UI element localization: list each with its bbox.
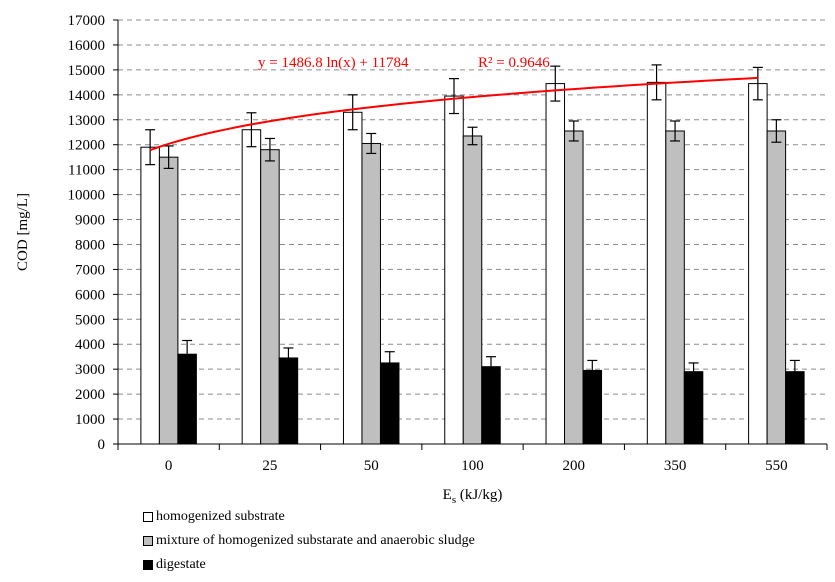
legend-item-mixture: mixture of homogenized substarate and an… xyxy=(143,529,475,553)
x-tick-label: 350 xyxy=(664,458,687,474)
trendline-group xyxy=(149,76,758,152)
y-axis-title: COD [mg/L] xyxy=(15,193,31,271)
bar xyxy=(646,81,667,445)
bar xyxy=(260,149,280,445)
trendline xyxy=(149,76,758,152)
bar xyxy=(158,156,179,445)
bar xyxy=(748,83,768,445)
trendline-r2: R² = 0.9646 xyxy=(478,55,550,71)
error-bars xyxy=(145,64,800,384)
y-tick-label: 17000 xyxy=(68,13,106,29)
y-tick-label: 15000 xyxy=(68,63,106,79)
legend-item-homogenized-substrate: homogenized substrate xyxy=(143,505,475,529)
y-tick-label: 9000 xyxy=(75,213,105,229)
bar xyxy=(379,362,400,445)
x-tick-label: 550 xyxy=(765,458,788,474)
bar xyxy=(462,135,483,445)
y-tick-label: 10000 xyxy=(68,188,106,204)
y-tick-label: 13000 xyxy=(68,113,106,129)
legend: homogenized substrate mixture of homogen… xyxy=(143,505,475,577)
x-tick-label: 100 xyxy=(461,458,484,474)
x-tick-label: 50 xyxy=(364,458,379,474)
x-axis-title: Es (kJ/kg) xyxy=(443,487,503,506)
y-tick-label: 11000 xyxy=(68,163,105,179)
bars xyxy=(140,81,805,445)
y-tick-label: 8000 xyxy=(75,237,105,253)
y-tick-label: 5000 xyxy=(75,312,105,328)
x-tick-label: 0 xyxy=(165,458,173,474)
bar xyxy=(564,130,584,445)
y-tick-label: 0 xyxy=(98,437,106,453)
bar xyxy=(342,111,363,445)
y-tick-label: 6000 xyxy=(75,287,105,303)
legend-label-digestate: digestate xyxy=(156,557,206,572)
bar xyxy=(278,357,299,445)
bar xyxy=(140,146,160,445)
labels: 0100020003000400050006000700080009000100… xyxy=(15,13,788,506)
bar xyxy=(665,130,685,445)
y-tick-label: 14000 xyxy=(68,88,106,104)
y-tick-label: 16000 xyxy=(68,38,106,54)
legend-label-mixture: mixture of homogenized substarate and an… xyxy=(156,533,475,548)
bar xyxy=(361,142,381,445)
legend-item-digestate: digestate xyxy=(143,553,475,577)
y-tick-label: 1000 xyxy=(75,412,105,428)
bar xyxy=(481,366,501,445)
x-tick-label: 200 xyxy=(563,458,586,474)
y-tick-label: 12000 xyxy=(68,138,106,154)
legend-label-homogenized-substrate: homogenized substrate xyxy=(156,509,285,524)
bar xyxy=(766,130,787,445)
y-tick-label: 7000 xyxy=(75,262,105,278)
y-tick-label: 4000 xyxy=(75,337,105,353)
bar xyxy=(582,369,603,445)
legend-swatch-mixture xyxy=(143,536,153,546)
legend-swatch-homogenized-substrate xyxy=(143,512,153,522)
bar xyxy=(241,129,262,445)
trendline-equation: y = 1486.8 ln(x) + 11784 xyxy=(258,55,409,71)
y-tick-label: 3000 xyxy=(75,362,105,378)
y-tick-label: 2000 xyxy=(75,387,105,403)
x-tick-label: 25 xyxy=(262,458,277,474)
bar xyxy=(545,83,566,445)
bar xyxy=(683,371,704,445)
legend-swatch-digestate xyxy=(143,560,153,570)
bar xyxy=(444,95,464,445)
